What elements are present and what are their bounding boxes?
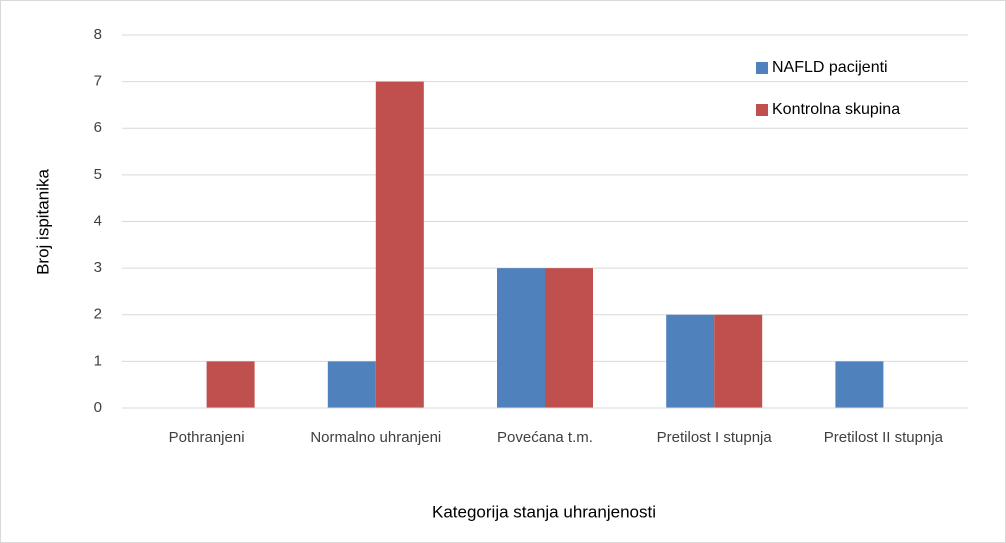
legend-label: Kontrolna skupina — [772, 101, 900, 118]
y-tick-label: 6 — [94, 119, 102, 136]
y-tick-label: 5 — [94, 166, 102, 183]
x-tick-label: Povećana t.m. — [497, 429, 593, 446]
y-tick-label: 4 — [94, 212, 102, 229]
legend-swatch — [756, 62, 768, 74]
y-tick-label: 1 — [94, 352, 102, 369]
y-tick-label: 8 — [94, 26, 102, 43]
x-tick-label: Pothranjeni — [169, 429, 245, 446]
bar — [666, 314, 715, 408]
x-axis-title: Kategorija stanja uhranjenosti — [432, 502, 656, 521]
x-tick-label: Pretilost I stupnja — [657, 429, 773, 446]
y-tick-label: 3 — [94, 259, 102, 276]
y-axis-title: Broj ispitanika — [33, 169, 52, 275]
bar — [375, 81, 424, 408]
bar — [327, 361, 376, 408]
bar — [545, 268, 593, 408]
bar — [206, 361, 255, 408]
y-tick-label: 0 — [94, 399, 102, 416]
bar — [835, 361, 884, 408]
y-tick-label: 2 — [94, 306, 102, 323]
legend-swatch — [756, 104, 768, 116]
bar — [497, 268, 545, 408]
legend-label: NAFLD pacijenti — [772, 59, 888, 76]
x-tick-label: Normalno uhranjeni — [310, 429, 441, 446]
x-tick-label: Pretilost II stupnja — [824, 429, 944, 446]
y-tick-label: 7 — [94, 73, 102, 90]
bar — [714, 314, 763, 408]
